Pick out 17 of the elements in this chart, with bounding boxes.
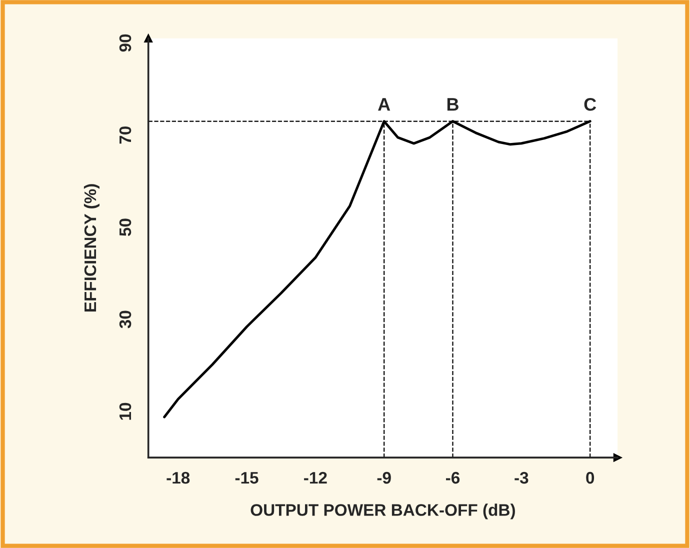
y-tick-label: 30 [119, 310, 132, 328]
x-tick-label: -12 [304, 472, 327, 484]
y-tick-label: 70 [119, 126, 132, 144]
annotation: B [447, 98, 458, 111]
x-tick-label: -18 [166, 472, 190, 484]
annotation: A [378, 98, 390, 111]
x-tick-label: -3 [514, 472, 528, 484]
y-tick-label: 50 [119, 218, 132, 236]
x-axis-title: OUTPUT POWER BACK-OFF (dB) [250, 504, 515, 520]
y-tick-label: 10 [119, 402, 132, 420]
x-tick-label: -6 [446, 472, 460, 484]
y-tick-label: 90 [119, 34, 132, 52]
x-tick-label: -9 [377, 472, 391, 484]
x-tick-label: -15 [235, 472, 258, 484]
y-axis-title: EFFICIENCY (%) [84, 184, 100, 312]
x-tick-label: 0 [586, 472, 594, 484]
annotation: C [584, 98, 596, 111]
